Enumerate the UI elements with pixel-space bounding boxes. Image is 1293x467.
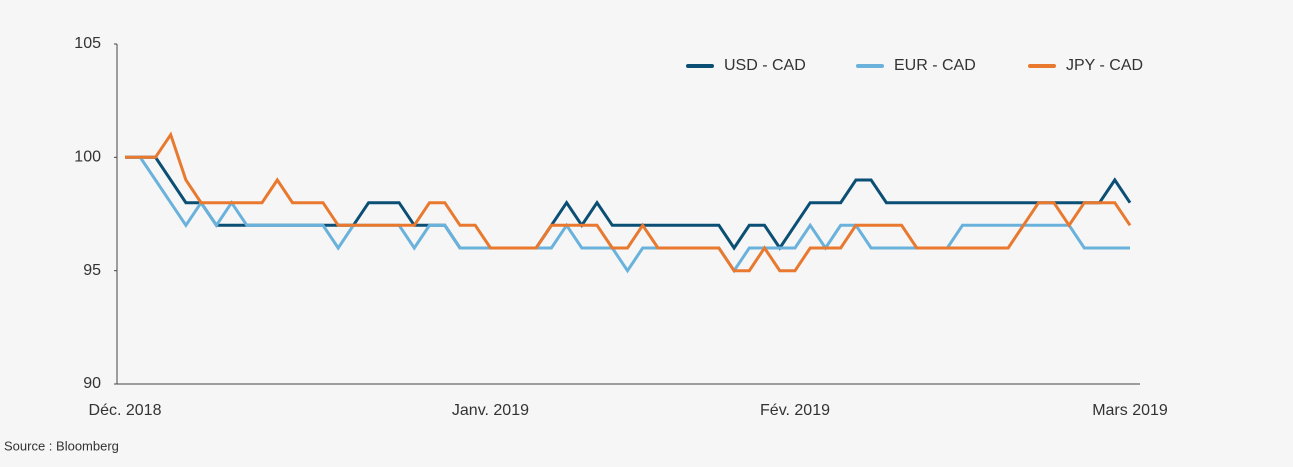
legend-label: EUR - CAD [894,57,976,74]
x-tick-label: Fév. 2019 [760,402,830,419]
source: Source : Bloomberg [4,438,119,453]
y-tick-label: 95 [83,262,101,279]
x-tick-label: Janv. 2019 [452,402,529,419]
x-tick-label: Mars 2019 [1092,402,1168,419]
line-series [125,155,1130,274]
y-tick-label: 100 [74,149,101,166]
legend-label: JPY - CAD [1066,57,1143,74]
x-tick-label: Déc. 2018 [89,402,162,419]
y-tick-label: 105 [74,35,101,52]
legend-label: USD - CAD [724,57,806,74]
line-series [125,131,1132,273]
y-tick-label: 90 [83,375,101,392]
